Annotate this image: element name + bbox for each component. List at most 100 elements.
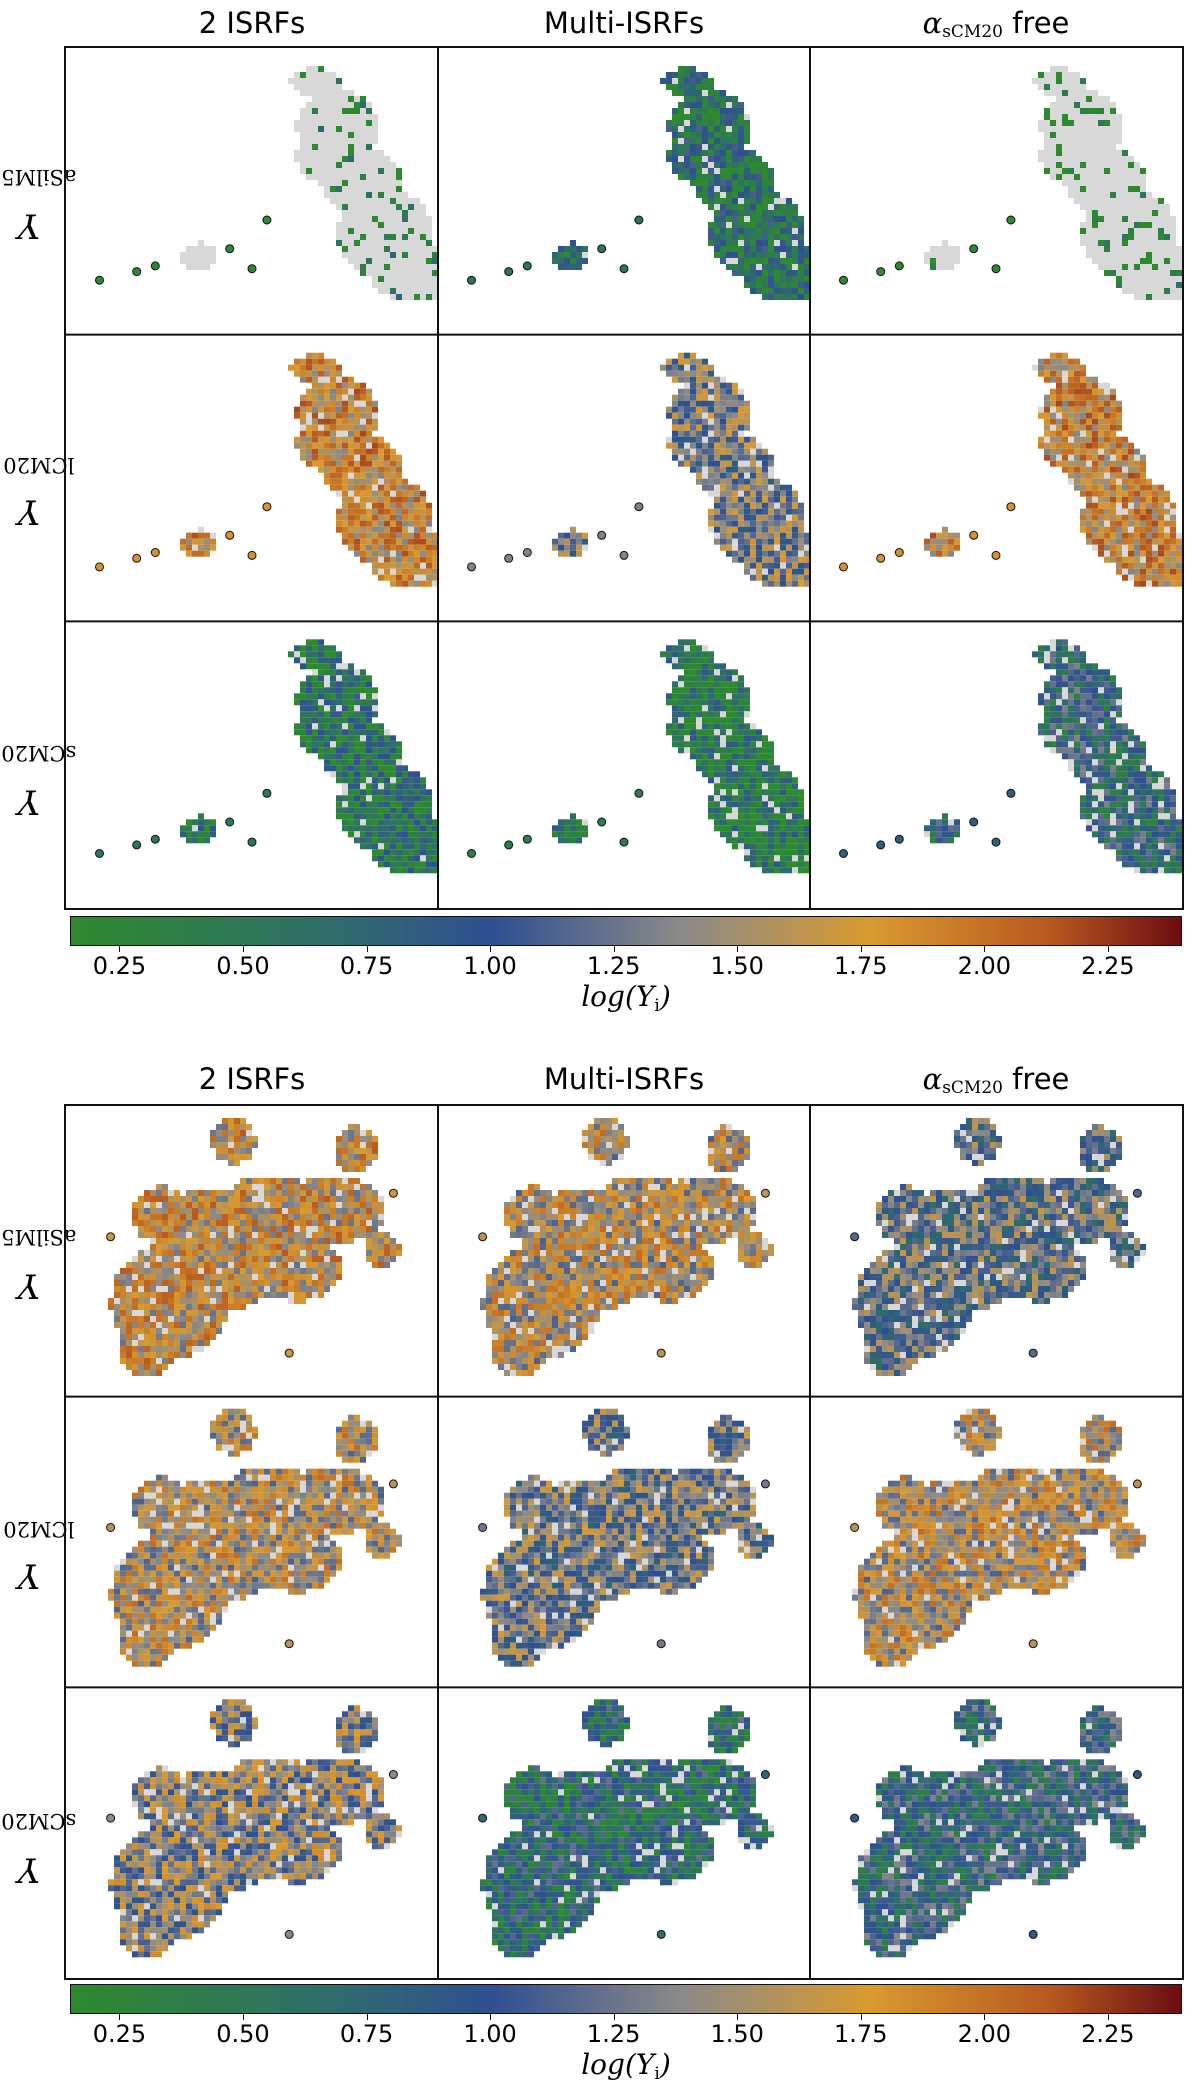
map-pixel <box>576 532 582 539</box>
map-pixel <box>1158 508 1164 515</box>
map-pixel <box>1140 490 1146 497</box>
map-pixel <box>1074 442 1080 449</box>
map-pixel <box>354 186 360 192</box>
map-pixel <box>768 252 774 258</box>
map-pixel <box>552 252 558 258</box>
map-pixel <box>720 198 726 204</box>
map-pixel <box>1050 394 1056 401</box>
map-pixel <box>732 114 738 120</box>
map-pixel <box>690 460 696 467</box>
map-pixel <box>1074 72 1080 78</box>
map-pixel <box>210 246 216 252</box>
map-pixel <box>1086 108 1092 114</box>
map-pixel <box>192 544 198 551</box>
map-pixel <box>1050 120 1056 126</box>
map-pixel <box>720 448 726 455</box>
map-pixel <box>678 120 684 126</box>
map-pixel <box>702 388 708 395</box>
map-pixel <box>1038 364 1044 371</box>
map-pixel <box>726 102 732 108</box>
map-pixel <box>312 400 318 407</box>
map-pixel <box>336 508 342 515</box>
map-pixel <box>318 418 324 425</box>
map-pixel <box>414 282 420 288</box>
map-pixel <box>384 162 390 168</box>
map-pixel <box>750 526 756 533</box>
map-pixel <box>1086 96 1092 102</box>
map-pixel <box>774 294 780 300</box>
map-pixel <box>354 424 360 431</box>
map-pixel <box>408 198 414 204</box>
map-pixel <box>756 544 762 551</box>
map-pixel <box>768 550 774 557</box>
map-pixel <box>1092 240 1098 246</box>
map-pixel <box>1074 412 1080 419</box>
map-pixel <box>720 222 726 228</box>
map-pixel <box>1068 448 1074 455</box>
map-pixel <box>384 574 390 581</box>
map-pixel <box>702 132 708 138</box>
map-pixel <box>336 132 342 138</box>
map-pixel <box>1062 180 1068 186</box>
map-pixel <box>1110 442 1116 449</box>
map-pixel <box>756 186 762 192</box>
map-pixel <box>300 406 306 413</box>
map-pixel <box>1068 120 1074 126</box>
map-pixel <box>1110 186 1116 192</box>
map-pixel <box>1050 132 1056 138</box>
map-pixel <box>318 358 324 365</box>
map-pixel <box>294 72 300 78</box>
map-pixel <box>1116 442 1122 449</box>
map-pixel <box>1098 174 1104 180</box>
map-pixel <box>1062 90 1068 96</box>
map-pixel <box>684 430 690 437</box>
map-pixel <box>1098 436 1104 443</box>
map-pixel <box>300 126 306 132</box>
map-pixel <box>396 472 402 479</box>
colorbar-tick-label: 1.25 <box>586 952 641 980</box>
map-pixel <box>666 72 672 78</box>
map-pixel <box>726 228 732 234</box>
map-pixel <box>726 394 732 401</box>
map-pixel <box>1062 358 1068 365</box>
map-pixel <box>684 418 690 425</box>
map-pixel <box>420 282 426 288</box>
map-pixel <box>750 276 756 282</box>
map-pixel <box>1170 502 1176 509</box>
map-pixel <box>390 562 396 569</box>
map-pixel <box>1092 228 1098 234</box>
map-pixel <box>384 520 390 527</box>
map-pixel <box>1134 210 1140 216</box>
map-pixel <box>384 514 390 521</box>
map-pixel <box>1062 388 1068 395</box>
map-pixel <box>300 162 306 168</box>
map-pixel <box>390 466 396 473</box>
map-pixel <box>708 144 714 150</box>
map-pixel <box>1068 180 1074 186</box>
map-pixel <box>420 252 426 258</box>
map-pixel <box>1152 508 1158 515</box>
map-pixel <box>1080 156 1086 162</box>
map-pixel <box>312 168 318 174</box>
map-pixel <box>1080 102 1086 108</box>
map-pixel <box>732 180 738 186</box>
map-pixel <box>756 532 762 539</box>
map-pixel <box>330 364 336 371</box>
map-pixel <box>738 216 744 222</box>
map-pixel <box>360 412 366 419</box>
map-pixel <box>1044 418 1050 425</box>
map-pixel <box>372 228 378 234</box>
map-pixel <box>366 174 372 180</box>
map-pixel <box>306 376 312 383</box>
map-pixel <box>1062 370 1068 377</box>
map-pixel <box>786 270 792 276</box>
map-pixel <box>750 252 756 258</box>
map-pixel <box>714 168 720 174</box>
map-pixel <box>378 568 384 575</box>
map-pixel <box>348 150 354 156</box>
map-pixel <box>372 562 378 569</box>
map-pixel <box>1146 276 1152 282</box>
map-pixel <box>804 270 810 276</box>
map-pixel <box>762 508 768 515</box>
map-pixel <box>408 544 414 551</box>
